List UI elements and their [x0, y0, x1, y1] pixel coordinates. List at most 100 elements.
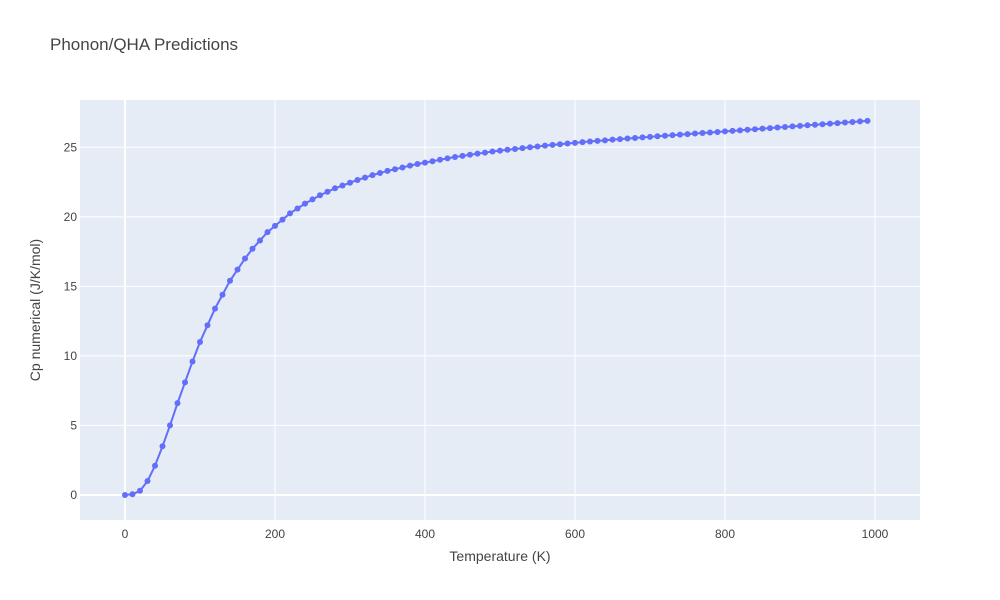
data-point[interactable] [534, 143, 541, 150]
data-point[interactable] [699, 129, 706, 136]
data-point[interactable] [587, 138, 593, 145]
data-point[interactable] [819, 121, 826, 128]
data-point[interactable] [842, 119, 848, 126]
data-point[interactable] [797, 122, 803, 129]
data-point[interactable] [474, 150, 481, 157]
data-point[interactable] [542, 142, 548, 149]
data-point[interactable] [414, 160, 421, 167]
data-point[interactable] [617, 136, 623, 143]
data-point[interactable] [339, 182, 346, 189]
data-point[interactable] [677, 131, 683, 138]
data-point[interactable] [692, 130, 698, 137]
data-point[interactable] [752, 126, 758, 133]
data-point[interactable] [527, 144, 533, 151]
data-point[interactable] [257, 237, 263, 244]
data-point[interactable] [497, 147, 503, 154]
data-point[interactable] [264, 229, 271, 236]
data-point[interactable] [437, 156, 443, 163]
data-point[interactable] [452, 154, 458, 161]
data-point[interactable] [609, 136, 616, 143]
data-point[interactable] [197, 338, 203, 345]
data-point[interactable] [444, 155, 451, 162]
data-point[interactable] [392, 166, 398, 173]
data-point[interactable] [834, 120, 841, 127]
data-point[interactable] [422, 159, 428, 166]
data-point[interactable] [549, 141, 556, 148]
data-point[interactable] [744, 126, 751, 133]
data-point[interactable] [362, 174, 368, 181]
data-point[interactable] [287, 210, 293, 217]
data-point[interactable] [152, 462, 158, 469]
data-point[interactable] [204, 322, 211, 329]
data-point[interactable] [594, 137, 601, 144]
data-point[interactable] [669, 132, 676, 139]
data-point[interactable] [122, 491, 128, 498]
data-point[interactable] [579, 139, 586, 146]
data-point[interactable] [684, 131, 691, 138]
data-point[interactable] [557, 141, 563, 148]
data-point[interactable] [864, 117, 871, 124]
data-point[interactable] [407, 162, 413, 169]
data-point[interactable] [662, 132, 668, 139]
data-point[interactable] [219, 291, 226, 298]
data-point[interactable] [332, 185, 338, 192]
data-point[interactable] [467, 151, 473, 158]
data-point[interactable] [212, 305, 218, 312]
data-point[interactable] [144, 478, 151, 485]
data-point[interactable] [512, 145, 518, 152]
data-point[interactable] [849, 118, 856, 125]
data-point[interactable] [227, 277, 233, 284]
data-point[interactable] [159, 443, 166, 450]
data-point[interactable] [489, 148, 496, 155]
data-point[interactable] [377, 170, 383, 177]
data-point[interactable] [242, 255, 248, 262]
data-point[interactable] [317, 192, 323, 199]
data-point[interactable] [354, 176, 361, 183]
data-point[interactable] [767, 125, 773, 132]
data-point[interactable] [189, 358, 196, 365]
data-point[interactable] [399, 164, 406, 171]
data-point[interactable] [789, 123, 796, 130]
data-point[interactable] [182, 379, 188, 386]
data-point[interactable] [234, 266, 241, 273]
data-point[interactable] [459, 152, 466, 159]
data-point[interactable] [602, 137, 608, 144]
data-point[interactable] [174, 400, 181, 407]
data-point[interactable] [272, 222, 278, 229]
data-point[interactable] [804, 122, 811, 129]
data-point[interactable] [812, 121, 818, 128]
data-point[interactable] [309, 196, 316, 203]
data-point[interactable] [294, 205, 301, 212]
data-point[interactable] [564, 140, 571, 147]
data-point[interactable] [384, 167, 391, 174]
data-point[interactable] [302, 200, 308, 207]
data-point[interactable] [137, 487, 143, 494]
data-point[interactable] [759, 125, 766, 132]
data-point[interactable] [722, 128, 728, 135]
data-point[interactable] [654, 133, 661, 140]
data-point[interactable] [639, 134, 646, 141]
data-point[interactable] [632, 134, 638, 141]
data-point[interactable] [167, 422, 173, 429]
data-point[interactable] [707, 129, 713, 136]
data-point[interactable] [429, 158, 436, 165]
data-point[interactable] [857, 118, 863, 125]
data-point[interactable] [279, 216, 286, 223]
data-point[interactable] [827, 120, 833, 127]
data-point[interactable] [347, 179, 353, 186]
data-point[interactable] [572, 139, 578, 146]
data-point[interactable] [519, 145, 526, 152]
data-point[interactable] [482, 149, 488, 156]
data-point[interactable] [129, 491, 136, 498]
data-point[interactable] [714, 128, 721, 135]
data-point[interactable] [647, 133, 653, 140]
data-point[interactable] [249, 245, 256, 252]
data-point[interactable] [774, 124, 781, 131]
data-point[interactable] [782, 123, 788, 130]
data-point[interactable] [369, 172, 376, 179]
data-point[interactable] [624, 135, 631, 142]
data-point[interactable] [737, 127, 743, 134]
data-point[interactable] [729, 127, 736, 134]
data-point[interactable] [504, 146, 511, 153]
data-point[interactable] [324, 188, 331, 195]
